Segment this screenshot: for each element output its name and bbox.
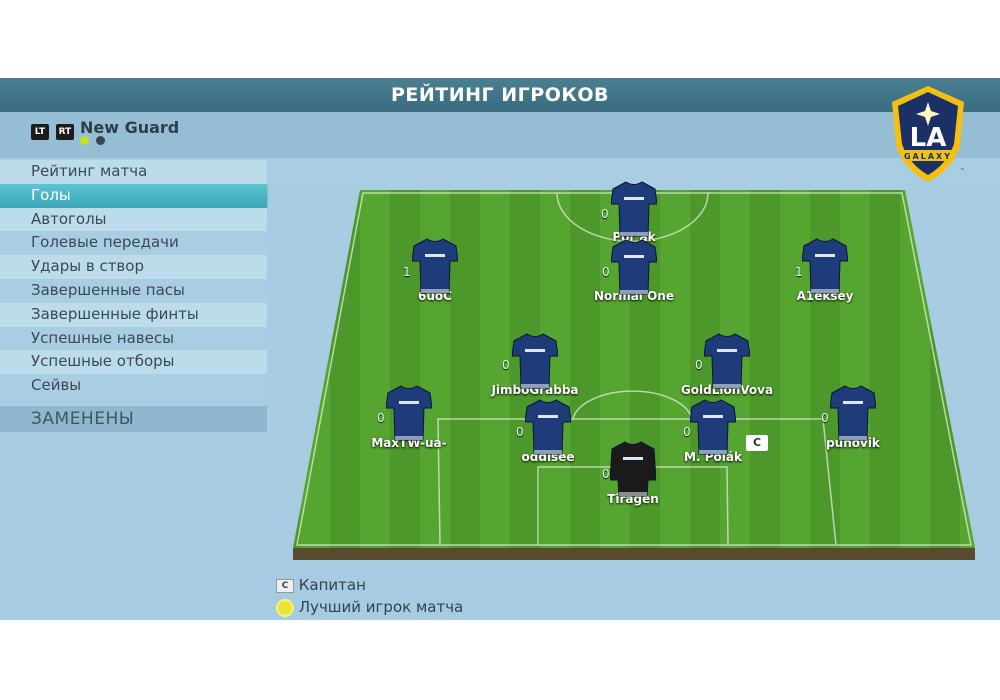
- player-stat-value: 0: [602, 467, 610, 481]
- player-stat-value: 0: [683, 425, 691, 439]
- captain-icon: C: [276, 578, 294, 593]
- player-name: MaxTW-ua-: [371, 436, 447, 450]
- pitch-edge: [293, 548, 975, 560]
- player-stat-value: 0: [377, 411, 385, 425]
- jersey-icon: [611, 239, 657, 295]
- menu-item[interactable]: Голевые передачи: [0, 231, 267, 256]
- player-name: GoldLionVova: [680, 383, 774, 397]
- pitch: [293, 190, 975, 560]
- player-stat-value: 0: [516, 425, 524, 439]
- substituted-header[interactable]: ЗАМЕНЕНЫ: [0, 406, 267, 432]
- jersey-icon: [386, 385, 432, 441]
- jersey-icon: [690, 399, 736, 455]
- menu-item[interactable]: Завершенные пасы: [0, 278, 267, 303]
- jersey-icon: [412, 238, 458, 294]
- menu-item[interactable]: Успешные отборы: [0, 350, 267, 375]
- menu-item[interactable]: Успешные навесы: [0, 326, 267, 351]
- player-stat-value: 0: [502, 358, 510, 372]
- page-dot-active: [80, 136, 89, 145]
- jersey-icon: [704, 333, 750, 389]
- menu-item[interactable]: Завершенные финты: [0, 302, 267, 327]
- svg-text:GALAXY: GALAXY: [904, 152, 952, 161]
- pitch-grass: [293, 190, 975, 548]
- jersey-icon: [830, 385, 876, 441]
- rt-button[interactable]: RT: [56, 124, 74, 140]
- page-dot: [96, 136, 105, 145]
- legend-captain-label: Капитан: [298, 576, 366, 594]
- menu-item[interactable]: Голы: [0, 183, 267, 208]
- legend-captain: C Капитан: [276, 576, 366, 594]
- svg-text:LA: LA: [910, 123, 947, 153]
- captain-badge: C: [746, 435, 768, 451]
- pitch-lines: [296, 192, 972, 546]
- stat-category-list: Рейтинг матча Голы Автоголы Голевые передач…: [0, 160, 267, 398]
- jersey-icon: [802, 238, 848, 294]
- player-stat-value: 0: [601, 207, 609, 221]
- jersey-icon: [611, 181, 657, 237]
- menu-item[interactable]: Автоголы: [0, 207, 267, 232]
- team-bar: [0, 112, 1000, 158]
- jersey-icon: [525, 399, 571, 455]
- menu-item[interactable]: Сейвы: [0, 374, 267, 398]
- jersey-icon: [512, 333, 558, 389]
- player-name: JimboGrabba: [491, 383, 579, 397]
- player-stat-value: 0: [821, 411, 829, 425]
- svg-text:™: ™: [960, 168, 965, 174]
- menu-item[interactable]: Рейтинг матча: [0, 160, 267, 184]
- legend-motm-label: Лучший игрок матча: [298, 598, 464, 616]
- team-name: New Guard: [80, 118, 180, 137]
- goalkeeper-jersey-icon: [610, 441, 656, 497]
- ball-icon: [276, 598, 294, 617]
- page-title: РЕЙТИНГ ИГРОКОВ: [0, 78, 1000, 112]
- player-ratings-screen: РЕЙТИНГ ИГРОКОВ LT RT New Guard Рейтинг …: [0, 78, 1000, 620]
- player-name: Normal One: [594, 289, 674, 303]
- menu-item[interactable]: Удары в створ: [0, 255, 267, 279]
- player-stat-value: 1: [795, 265, 803, 279]
- team-logo: LA GALAXY ™: [892, 86, 965, 182]
- player-stat-value: 0: [602, 265, 610, 279]
- player-stat-value: 1: [403, 265, 411, 279]
- player-stat-value: 0: [695, 358, 703, 372]
- lt-button[interactable]: LT: [31, 124, 49, 140]
- legend-motm: Лучший игрок матча: [276, 598, 463, 617]
